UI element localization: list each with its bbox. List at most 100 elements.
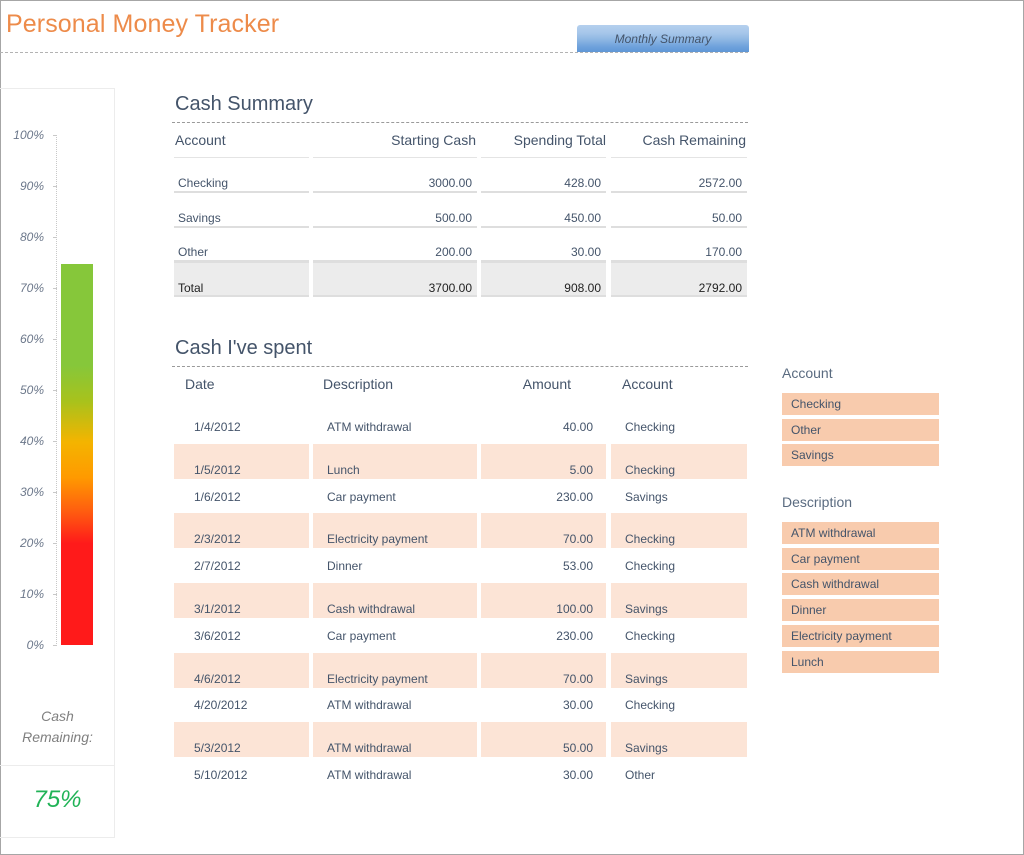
date-cell[interactable]: 2/3/2012 <box>174 513 309 549</box>
gauge-caption-line1: Cash <box>41 708 74 724</box>
account-cell[interactable]: Checking <box>611 443 747 479</box>
description-cell[interactable]: ATM withdrawal <box>327 698 412 713</box>
description-cell[interactable]: Dinner <box>327 559 363 574</box>
date-cell[interactable]: 4/6/2012 <box>174 652 309 688</box>
account-cell[interactable]: Savings <box>174 200 309 228</box>
cash-remaining-cell[interactable]: 170.00 <box>611 234 747 262</box>
cash-summary-title: Cash Summary <box>175 93 313 115</box>
description-cell[interactable]: Lunch <box>313 443 477 479</box>
monthly-summary-button[interactable]: Monthly Summary <box>577 25 749 52</box>
axis-label: 50% <box>19 383 44 397</box>
amount-cell[interactable]: 5.00 <box>481 443 606 479</box>
amount-cell[interactable]: 40.00 <box>562 420 593 434</box>
account-cell[interactable]: Checking <box>625 698 676 713</box>
starting-cash-cell[interactable]: 200.00 <box>313 234 477 262</box>
account-cell[interactable]: Checking <box>174 165 309 193</box>
axis-tick <box>53 339 57 340</box>
spending-total-cell[interactable]: 428.00 <box>481 165 606 193</box>
date-cell[interactable]: 2/7/2012 <box>194 559 241 574</box>
account-cell[interactable]: Checking <box>611 513 747 549</box>
account-cell[interactable]: Other <box>174 234 309 262</box>
account-cell[interactable]: Savings <box>611 652 747 688</box>
description-cell[interactable]: Car payment <box>327 489 396 504</box>
spending-total-cell[interactable]: 450.00 <box>481 200 606 228</box>
date-cell[interactable]: 3/1/2012 <box>174 583 309 618</box>
description-cell[interactable]: Cash withdrawal <box>313 583 477 618</box>
date-cell[interactable]: 1/5/2012 <box>174 443 309 479</box>
account-cell[interactable]: Savings <box>625 489 668 504</box>
cash-remaining-bar <box>60 262 94 646</box>
axis-label: 100% <box>13 128 44 142</box>
total-account-cell[interactable]: Total <box>174 261 309 297</box>
starting-cash-cell[interactable]: 500.00 <box>313 200 477 228</box>
date-cell[interactable]: 1/6/2012 <box>194 489 241 504</box>
description-slicer-title: Description <box>782 494 853 510</box>
starting-cash-cell[interactable]: 3000.00 <box>313 165 477 193</box>
date-cell[interactable]: 5/10/2012 <box>194 768 248 782</box>
cash-remaining-cell[interactable]: 2572.00 <box>611 165 747 193</box>
axis-label: 0% <box>26 638 44 652</box>
amount-cell[interactable]: 100.00 <box>481 583 606 618</box>
description-cell[interactable]: Electricity payment <box>313 513 477 549</box>
axis-tick <box>53 543 57 544</box>
description-cell[interactable]: Car payment <box>327 628 396 643</box>
app-title: Personal Money Tracker <box>6 10 280 38</box>
account-slicer-item[interactable]: Other <box>782 418 939 441</box>
account-cell[interactable]: Checking <box>625 559 676 574</box>
title-divider <box>0 52 748 53</box>
description-slicer-item[interactable]: Dinner <box>782 599 939 622</box>
description-cell[interactable]: ATM withdrawal <box>327 420 412 434</box>
col-head-starting-cash[interactable]: Starting Cash <box>391 132 476 148</box>
description-slicer-item[interactable]: Electricity payment <box>782 624 939 647</box>
amount-cell[interactable]: 230.00 <box>556 489 593 504</box>
description-cell[interactable]: Electricity payment <box>313 652 477 688</box>
col-head-account[interactable]: Account <box>175 132 226 148</box>
col-head-description[interactable]: Description <box>323 376 394 392</box>
amount-cell[interactable]: 30.00 <box>562 698 593 713</box>
account-slicer-item[interactable]: Checking <box>782 393 939 415</box>
account-cell[interactable]: Checking <box>625 628 676 643</box>
header-underline <box>481 157 606 158</box>
gauge-caption-line2: Remaining: <box>22 729 93 745</box>
axis-tick <box>53 288 57 289</box>
axis-tick <box>53 186 57 187</box>
description-cell[interactable]: ATM withdrawal <box>313 722 477 758</box>
col-head-date[interactable]: Date <box>185 376 215 392</box>
description-slicer-item[interactable]: Car payment <box>782 547 939 570</box>
total-spending-total-cell[interactable]: 908.00 <box>481 261 606 297</box>
account-cell[interactable]: Savings <box>611 722 747 758</box>
account-cell[interactable]: Other <box>625 768 656 782</box>
account-cell[interactable]: Checking <box>625 420 676 434</box>
axis-tick <box>53 135 57 136</box>
col-head-amount[interactable]: Amount <box>522 376 571 392</box>
amount-cell[interactable]: 53.00 <box>562 559 593 574</box>
date-cell[interactable]: 3/6/2012 <box>194 628 241 643</box>
axis-label: 20% <box>19 536 44 550</box>
col-head-cash-remaining[interactable]: Cash Remaining <box>642 132 747 148</box>
description-slicer-item[interactable]: ATM withdrawal <box>782 522 939 544</box>
axis-label: 40% <box>19 434 44 448</box>
description-cell[interactable]: ATM withdrawal <box>327 768 412 782</box>
total-cash-remaining-cell[interactable]: 2792.00 <box>611 261 747 297</box>
total-starting-cash-cell[interactable]: 3700.00 <box>313 261 477 297</box>
axis-tick <box>53 492 57 493</box>
amount-cell[interactable]: 30.00 <box>562 768 593 782</box>
axis-label: 60% <box>19 332 44 346</box>
amount-cell[interactable]: 70.00 <box>481 513 606 549</box>
account-cell[interactable]: Savings <box>611 583 747 618</box>
account-slicer-item[interactable]: Savings <box>782 444 939 466</box>
amount-cell[interactable]: 50.00 <box>481 722 606 758</box>
date-cell[interactable]: 5/3/2012 <box>174 722 309 758</box>
axis-label: 70% <box>19 281 44 295</box>
axis-label: 90% <box>19 179 44 193</box>
amount-cell[interactable]: 230.00 <box>556 628 593 643</box>
description-slicer-item[interactable]: Lunch <box>782 650 939 673</box>
col-head-account[interactable]: Account <box>622 376 673 392</box>
spending-total-cell[interactable]: 30.00 <box>481 234 606 262</box>
col-head-spending-total[interactable]: Spending Total <box>513 132 606 148</box>
description-slicer-item[interactable]: Cash withdrawal <box>782 573 939 596</box>
amount-cell[interactable]: 70.00 <box>481 652 606 688</box>
date-cell[interactable]: 4/20/2012 <box>194 698 248 713</box>
cash-remaining-cell[interactable]: 50.00 <box>611 200 747 228</box>
date-cell[interactable]: 1/4/2012 <box>194 420 241 434</box>
